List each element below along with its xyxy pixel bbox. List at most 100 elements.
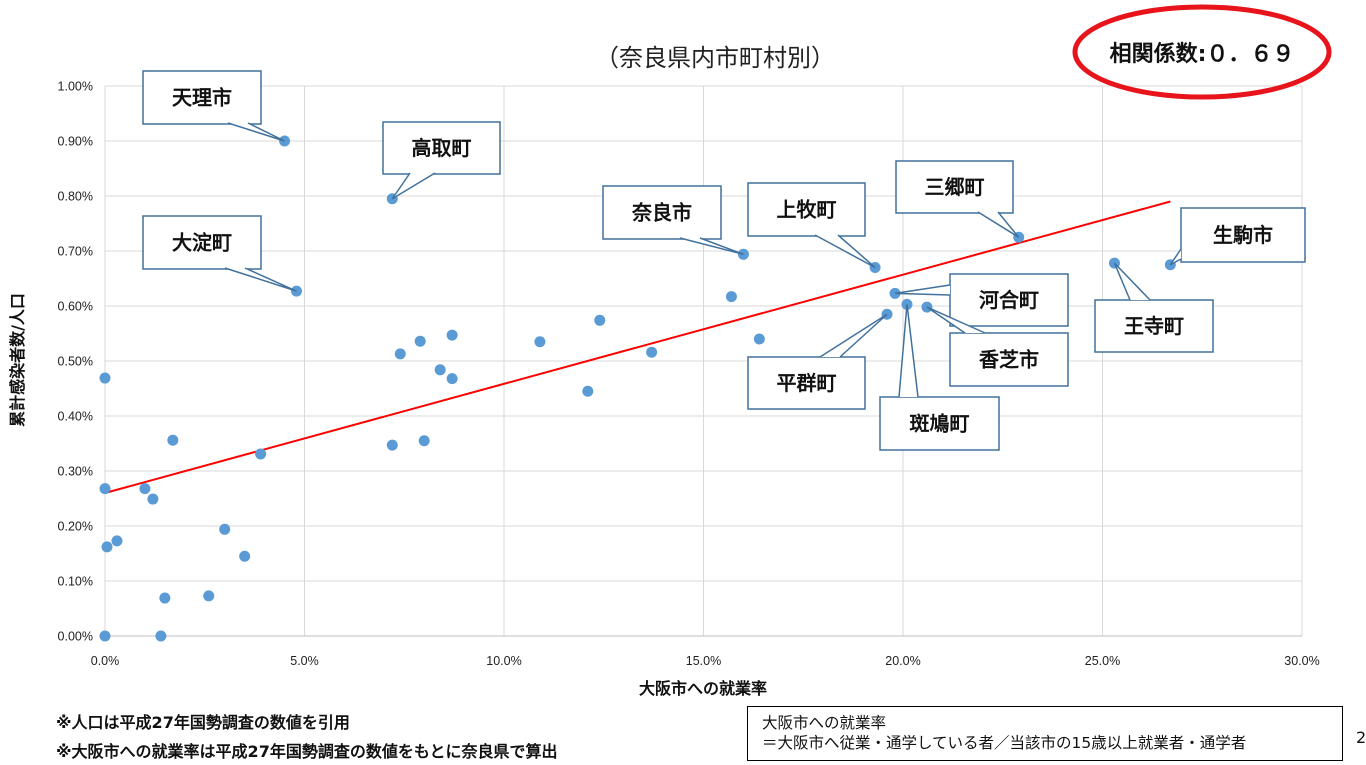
data-point bbox=[446, 373, 458, 385]
y-tick-label: 0.50% bbox=[58, 355, 93, 369]
data-point bbox=[239, 550, 251, 562]
callout-box bbox=[382, 121, 501, 175]
x-axis-title: 大阪市への就業率 bbox=[639, 679, 767, 698]
data-point bbox=[753, 333, 765, 345]
x-tick-label: 15.0% bbox=[686, 654, 721, 668]
callout-5: 上牧町 bbox=[747, 182, 876, 269]
callout-label: 大淀町 bbox=[172, 231, 232, 255]
x-tick-label: 30.0% bbox=[1284, 654, 1319, 668]
callout-box bbox=[949, 332, 1069, 387]
callout-pointer bbox=[819, 313, 888, 358]
callout-pointer bbox=[1113, 262, 1151, 301]
callout-12: 平群町 bbox=[747, 313, 888, 410]
x-tick-label: 25.0% bbox=[1085, 654, 1120, 668]
callout-pointer bbox=[926, 306, 986, 334]
callout-9: 河合町 bbox=[894, 273, 1069, 327]
callout-box bbox=[747, 356, 866, 410]
callout-label: 高取町 bbox=[412, 136, 472, 160]
callout-box bbox=[747, 182, 866, 237]
callout-box bbox=[142, 215, 262, 270]
data-point bbox=[386, 439, 398, 451]
trendline bbox=[104, 200, 1171, 494]
data-point bbox=[434, 364, 446, 376]
data-point bbox=[534, 336, 546, 348]
note-population: ※人口は平成27年国勢調査の数値を引用 bbox=[56, 713, 350, 732]
callout-box bbox=[895, 160, 1014, 214]
chart-title: （奈良県内市町村別） bbox=[595, 44, 835, 72]
callout-label: 三郷町 bbox=[925, 175, 985, 199]
callout-label: 河合町 bbox=[979, 288, 1039, 312]
y-tick-label: 0.30% bbox=[58, 465, 93, 479]
data-point bbox=[219, 523, 231, 535]
y-tick-label: 0.70% bbox=[58, 245, 93, 259]
callout-pointer bbox=[391, 172, 436, 200]
callout-pointer bbox=[894, 284, 951, 296]
x-tick-label: 10.0% bbox=[486, 654, 521, 668]
data-point bbox=[725, 291, 737, 303]
callout-box bbox=[142, 70, 262, 125]
y-tick-label: 0.90% bbox=[58, 135, 93, 149]
data-point bbox=[167, 434, 179, 446]
data-point bbox=[203, 590, 215, 602]
data-point bbox=[418, 435, 430, 447]
callout-pointer bbox=[227, 122, 285, 142]
data-point bbox=[101, 541, 113, 553]
callout-10: 香芝市 bbox=[926, 306, 1069, 387]
y-tick-label: 0.20% bbox=[58, 520, 93, 534]
correlation-text: 相関係数:０．６９ bbox=[1110, 41, 1295, 67]
y-tick-label: 0.80% bbox=[58, 190, 93, 204]
data-point bbox=[394, 348, 406, 360]
scatter-chart: （奈良県内市町村別） 0.00% 0.10% 0.20% 0.30% 0.40% 0.50… bbox=[8, 4, 1332, 698]
callout-box bbox=[879, 396, 1000, 451]
callout-label: 天理市 bbox=[172, 86, 232, 110]
callout-label: 平群町 bbox=[777, 371, 837, 395]
data-point bbox=[147, 493, 159, 505]
correlation-ellipse bbox=[1072, 4, 1332, 100]
y-tick-label: 1.00% bbox=[58, 80, 93, 94]
x-tick-label: 0.0% bbox=[91, 654, 120, 668]
callout-label: 奈良市 bbox=[631, 201, 692, 225]
data-point bbox=[99, 372, 111, 384]
data-point bbox=[99, 483, 111, 495]
note-employment-rate: ※大阪市への就業率は平成27年国勢調査の数値をもとに奈良県で算出 bbox=[56, 742, 558, 761]
y-tick-label: 0.00% bbox=[58, 630, 93, 644]
axes: 0.00% 0.10% 0.20% 0.30% 0.40% 0.50% 0.60% 0.70%… bbox=[58, 80, 1320, 669]
data-point bbox=[646, 346, 658, 358]
data-point bbox=[155, 630, 167, 642]
callout-pointer bbox=[679, 237, 744, 256]
y-axis-title: 累計感染者数/人口 bbox=[8, 293, 27, 427]
y-tick-label: 0.40% bbox=[58, 410, 93, 424]
callout-label: 王寺町 bbox=[1124, 314, 1184, 338]
callout-label: 斑鳩町 bbox=[910, 412, 970, 436]
callout-label: 生駒市 bbox=[1213, 223, 1273, 247]
x-tick-label: 20.0% bbox=[885, 654, 920, 668]
definition-formula: ＝大阪市へ従業・通学している者／当該市の15歳以上就業者・通学者 bbox=[762, 734, 1247, 752]
trendline-path bbox=[104, 200, 1171, 494]
callout-box bbox=[1094, 299, 1214, 353]
callout-pointer bbox=[1169, 248, 1182, 266]
callout-label: 香芝市 bbox=[979, 348, 1039, 372]
definition-title: 大阪市への就業率 bbox=[762, 714, 887, 732]
callout-label: 上牧町 bbox=[777, 198, 837, 222]
data-point bbox=[446, 329, 458, 341]
callout-6: 三郷町 bbox=[895, 160, 1020, 238]
grid-lines bbox=[104, 85, 1303, 637]
data-point bbox=[414, 335, 426, 347]
data-point bbox=[111, 535, 123, 547]
data-point bbox=[594, 314, 606, 326]
callout-3: 大淀町 bbox=[142, 215, 297, 292]
data-point bbox=[582, 385, 594, 397]
callout-1: 天理市 bbox=[142, 70, 285, 142]
callout-4: 奈良市 bbox=[602, 185, 744, 256]
y-tick-label: 0.10% bbox=[58, 575, 93, 589]
callout-8: 王寺町 bbox=[1094, 262, 1214, 353]
callout-7: 生駒市 bbox=[1169, 207, 1306, 266]
callout-11: 斑鳩町 bbox=[879, 304, 1000, 451]
callout-box bbox=[602, 185, 722, 240]
data-points bbox=[99, 135, 1176, 642]
callout-box bbox=[949, 273, 1069, 327]
callout-pointer bbox=[977, 211, 1020, 238]
callout-box bbox=[1180, 207, 1306, 263]
callout-2: 高取町 bbox=[382, 121, 501, 200]
